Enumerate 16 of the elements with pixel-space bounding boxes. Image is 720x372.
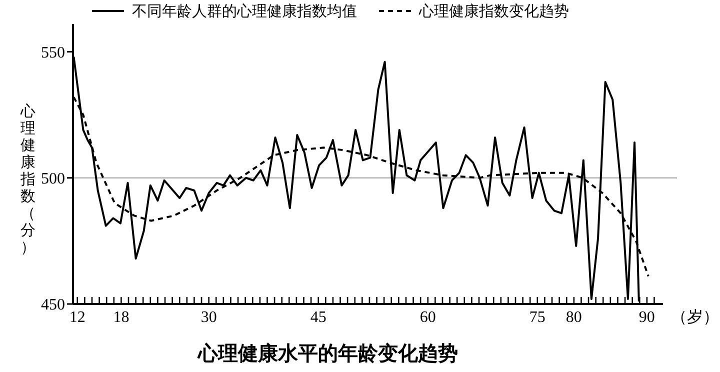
y-tick-label: 450 <box>41 296 65 314</box>
x-axis-title: （岁） <box>671 308 719 326</box>
y-tick-label: 550 <box>41 44 65 62</box>
x-tick-label: 30 <box>200 309 217 326</box>
x-tick-label: 18 <box>113 309 130 326</box>
x-tick-label: 90 <box>638 309 655 326</box>
x-tick-label: 60 <box>420 309 436 326</box>
x-tick-label: 75 <box>529 309 546 326</box>
legend-label: 心理健康指数变化趋势 <box>418 3 569 20</box>
text: 心理健康指数（分） <box>20 104 36 256</box>
x-tick-label: 12 <box>69 309 86 326</box>
x-tick-label: 80 <box>566 309 582 326</box>
x-tick-label: 45 <box>310 309 326 326</box>
text: 心理健康水平的年龄变化趋势 <box>197 341 458 365</box>
legend-label: 不同年龄人群的心理健康指数均值 <box>132 3 357 20</box>
y-tick-label: 500 <box>41 170 65 188</box>
